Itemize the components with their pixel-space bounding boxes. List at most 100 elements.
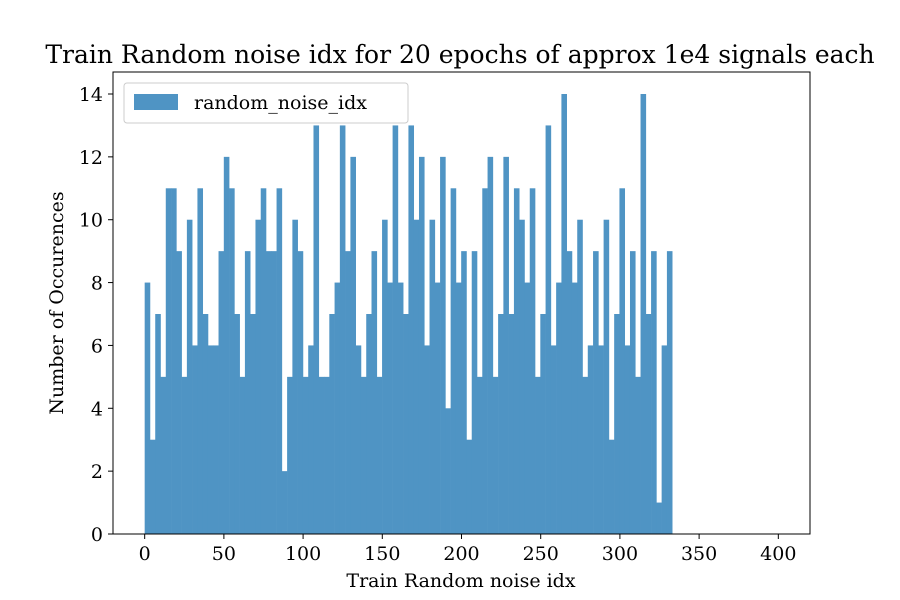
histogram-bar <box>513 188 520 535</box>
histogram-bar <box>302 376 309 534</box>
x-tick-label: 100 <box>285 543 321 565</box>
histogram-bar <box>487 156 494 535</box>
histogram-bar <box>324 376 330 534</box>
histogram-bar <box>144 282 151 534</box>
histogram-bar <box>382 219 388 534</box>
histogram-bar <box>598 345 604 534</box>
chart-title: Train Random noise idx for 20 epochs of … <box>45 40 874 69</box>
histogram-bar <box>376 376 383 534</box>
histogram-bar <box>186 219 193 534</box>
histogram-bar <box>292 219 298 534</box>
histogram-bar <box>492 376 499 534</box>
histogram-bar <box>371 251 378 534</box>
histogram-bar <box>566 251 573 534</box>
histogram-bar <box>508 314 515 534</box>
histogram-bar <box>155 314 161 534</box>
x-tick-label: 0 <box>139 543 151 565</box>
histogram-bar <box>271 251 277 534</box>
histogram-bar <box>149 439 156 534</box>
histogram-bar <box>614 314 620 534</box>
y-tick-label: 8 <box>91 273 103 295</box>
histogram-bar <box>176 251 182 534</box>
histogram-bar <box>466 439 473 534</box>
histogram-bar <box>329 314 335 534</box>
histogram-bar <box>297 251 304 534</box>
histogram-bar <box>640 94 647 534</box>
histogram-bar <box>308 345 314 534</box>
x-tick-label: 150 <box>364 543 400 565</box>
x-tick-label: 350 <box>681 543 717 565</box>
x-tick-label: 250 <box>523 543 559 565</box>
histogram-bar <box>229 188 235 535</box>
histogram-bar <box>434 282 441 534</box>
histogram-bar <box>207 345 214 534</box>
histogram-bar <box>360 376 367 534</box>
histogram-bar <box>171 188 177 535</box>
histogram-bar <box>239 376 246 534</box>
histogram-bar <box>471 251 478 534</box>
histogram-bar <box>577 219 583 534</box>
histogram-bar <box>524 282 531 534</box>
histogram-bar <box>234 314 240 534</box>
y-tick-label: 4 <box>91 398 103 420</box>
legend: random_noise_idx <box>123 82 409 124</box>
legend-swatch <box>134 94 178 110</box>
histogram-bar <box>355 345 362 534</box>
histogram-bar <box>477 376 483 534</box>
histogram-bar <box>181 376 188 534</box>
histogram-bar <box>550 345 557 534</box>
histogram-bar <box>529 188 536 535</box>
histogram-bar <box>403 314 409 534</box>
histogram-bar <box>244 251 251 534</box>
histogram-bar <box>318 376 325 534</box>
histogram-bar <box>250 314 256 534</box>
histogram-bar <box>281 471 288 534</box>
y-tick-label: 12 <box>79 147 103 169</box>
histogram-bar <box>413 219 420 534</box>
histogram-bar <box>287 376 293 534</box>
legend-label: random_noise_idx <box>194 92 367 114</box>
histogram-bar <box>260 188 267 535</box>
histogram-bar <box>345 251 351 534</box>
histogram-bar <box>334 282 341 534</box>
x-tick-label: 200 <box>443 543 479 565</box>
histogram-bar <box>202 314 209 534</box>
histogram-bar <box>445 408 451 534</box>
x-tick-label: 50 <box>212 543 236 565</box>
histogram-bar <box>593 251 599 534</box>
histogram-bar <box>587 345 594 534</box>
x-axis-label: Train Random noise idx <box>346 570 575 592</box>
histogram-bar <box>635 376 641 534</box>
histogram-bar <box>192 345 198 534</box>
histogram-bar <box>276 188 283 535</box>
histogram-bar <box>535 376 541 534</box>
histogram-bar <box>366 314 372 534</box>
y-tick-label: 10 <box>79 210 103 232</box>
histogram-bar <box>397 282 404 534</box>
histogram-bar <box>440 156 446 535</box>
legend-box <box>123 82 409 124</box>
histogram-bar <box>561 94 567 534</box>
histogram-bar <box>571 282 578 534</box>
histogram-bar <box>255 219 262 534</box>
histogram-bar <box>503 156 509 535</box>
histogram-bar <box>213 345 219 534</box>
histogram-bar <box>556 282 562 534</box>
histogram-bar <box>608 439 615 534</box>
histogram-bar <box>387 282 393 534</box>
histogram-bar <box>603 219 610 534</box>
histogram-bar <box>651 251 657 534</box>
histogram-bar <box>619 188 626 535</box>
histogram-bar <box>666 251 673 534</box>
histogram-bar <box>339 125 346 535</box>
histogram-bar <box>165 188 172 535</box>
histogram-bar <box>461 251 467 534</box>
histogram-bar <box>450 188 457 535</box>
y-tick-label: 6 <box>91 335 103 357</box>
histogram-bar <box>540 314 546 534</box>
histogram-bar <box>545 125 552 535</box>
bars-group <box>144 94 673 535</box>
histogram-bar <box>629 251 636 534</box>
histogram-bar <box>424 345 430 534</box>
